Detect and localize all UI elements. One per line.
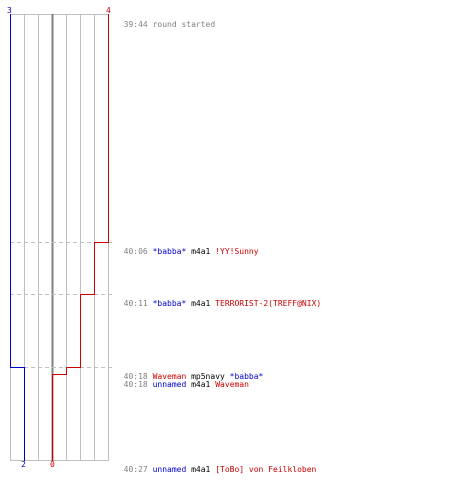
killer-name: *babba* (152, 299, 187, 308)
event-time: 40:27 (123, 465, 148, 474)
weapon-name: m4a1 (191, 380, 211, 389)
red-start-count: 4 (106, 6, 111, 15)
log-line-kill: 40:06 *babba* m4a1 !YY!Sunny (114, 238, 259, 256)
victim-name: *babba* (229, 372, 264, 381)
log-line-kill: 40:18 Waveman mp5navy *babba* (114, 363, 264, 381)
victim-name: Waveman (215, 380, 249, 389)
killer-name: Waveman (152, 372, 187, 381)
event-guides (10, 242, 112, 368)
victim-name: !YY!Sunny (215, 247, 259, 256)
red-team-alive-line (52, 14, 109, 461)
killer-name: unnamed (152, 465, 187, 474)
log-line-kill: 40:18 unnamed m4a1 Waveman (114, 371, 249, 389)
weapon-name: m4a1 (191, 465, 211, 474)
blue-start-count: 3 (7, 6, 12, 15)
log-line-kill: 40:27 unnamed m4a1 [ToBo] von Feilkloben (114, 456, 317, 474)
red-end-count: 0 (50, 460, 55, 469)
killer-name: unnamed (152, 380, 187, 389)
blue-end-count: 2 (21, 460, 26, 469)
killer-name: *babba* (152, 247, 187, 256)
weapon-name: mp5navy (191, 372, 225, 381)
weapon-name: m4a1 (191, 247, 211, 256)
event-time: 39:44 (123, 20, 148, 29)
event-time: 40:11 (123, 299, 148, 308)
blue-team-alive-line (10, 14, 25, 461)
log-line-round-start: 39:44 round started (114, 11, 216, 29)
victim-name: TERRORIST-2(TREFF@NIX) (215, 299, 322, 308)
event-time: 40:18 (123, 380, 148, 389)
log-line-kill: 40:11 *babba* m4a1 TERRORIST-2(TREFF@NIX… (114, 290, 322, 308)
weapon-name: m4a1 (191, 299, 211, 308)
event-time: 40:18 (123, 372, 148, 381)
event-time: 40:06 (123, 247, 148, 256)
victim-name: [ToBo] von Feilkloben (215, 465, 317, 474)
event-text: round started (152, 20, 216, 29)
